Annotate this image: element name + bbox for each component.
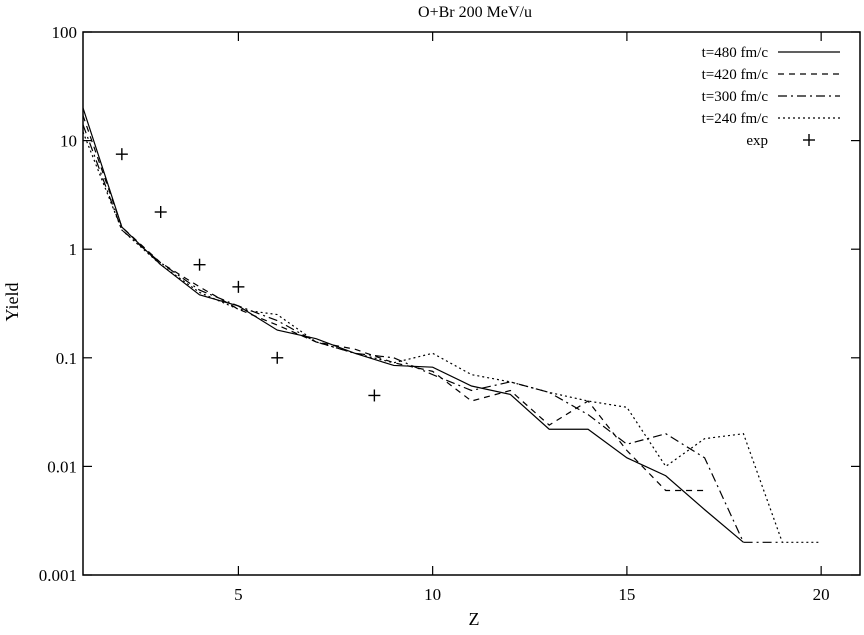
exp-point: [368, 389, 381, 402]
exp-point: [115, 148, 128, 161]
series-line-3: [82, 131, 822, 543]
legend-label: t=240 fm/c: [702, 111, 769, 127]
exp-point: [271, 351, 284, 364]
x-tick-label: 5: [234, 585, 243, 604]
series-line-1: [82, 115, 705, 492]
legend-label: exp: [746, 133, 768, 149]
exp-point: [232, 280, 245, 293]
y-tick-label: 100: [52, 23, 78, 42]
y-tick-label: 1: [69, 240, 78, 259]
y-tick-label: 0.01: [47, 457, 77, 476]
x-tick-label: 15: [618, 585, 635, 604]
y-tick-label: 10: [60, 132, 77, 151]
legend-label: t=300 fm/c: [702, 89, 769, 105]
series-line-0: [82, 107, 744, 543]
axis-ticks: 5 10 15 20 100 10 1 0.1 0.01 0.001: [39, 23, 860, 604]
plot-area: [82, 107, 822, 543]
plot-frame: [82, 31, 861, 576]
legend: t=480 fm/c t=420 fm/c t=300 fm/c t=240 fm/c…: [702, 45, 840, 149]
y-tick-label: 0.001: [39, 566, 77, 585]
legend-label: t=480 fm/c: [702, 45, 769, 61]
x-tick-label: 10: [424, 585, 441, 604]
exp-point: [154, 206, 167, 219]
y-tick-label: 0.1: [56, 349, 77, 368]
chart-title: O+Br 200 MeV/u: [418, 4, 532, 21]
exp-point: [193, 258, 206, 271]
legend-label: t=420 fm/c: [702, 67, 769, 83]
x-tick-label: 20: [813, 585, 830, 604]
x-axis-label: Z: [469, 609, 480, 629]
series-line-2: [82, 124, 783, 543]
legend-marker-exp: [803, 134, 815, 146]
y-axis-label: Yield: [2, 283, 22, 322]
